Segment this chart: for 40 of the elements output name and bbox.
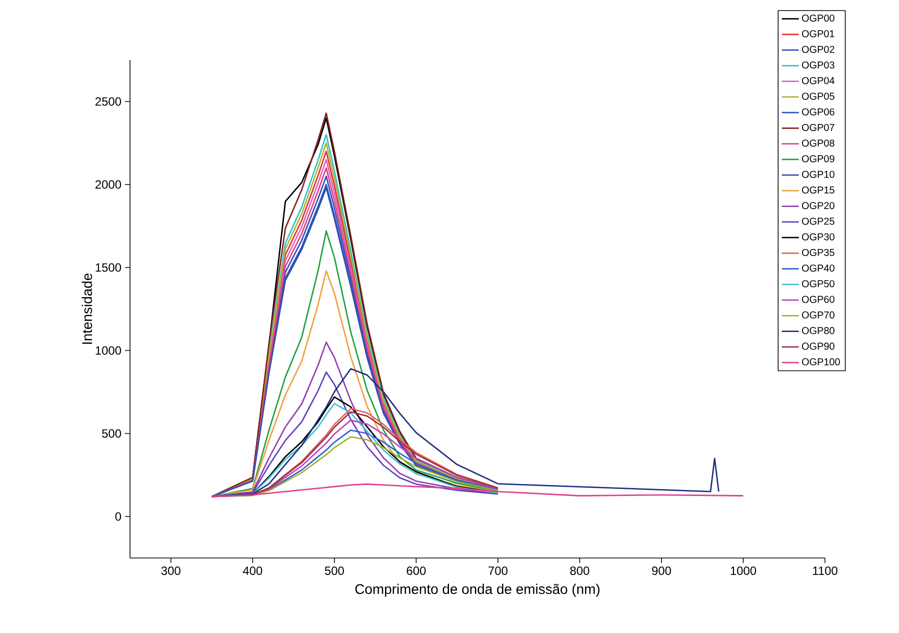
legend-label: OGP09: [802, 155, 834, 162]
legend-label: OGP80: [802, 327, 834, 334]
legend-label: OGP02: [802, 46, 834, 53]
x-tick-label: 1000: [730, 566, 756, 575]
legend-label: OGP01: [802, 30, 834, 38]
legend-label: OGP30: [802, 233, 834, 240]
legend-label: OGP00: [802, 14, 834, 22]
legend-label: OGP35: [802, 248, 834, 256]
legend-label: OGP50: [802, 280, 834, 288]
legend-label: OGP40: [802, 264, 834, 272]
x-tick-label: 800: [570, 566, 590, 575]
legend-label: OGP100: [802, 358, 840, 366]
x-tick-label: 500: [324, 566, 344, 575]
y-tick-label: 500: [102, 429, 122, 438]
legend-label: OGP90: [802, 342, 834, 350]
legend-label: OGP15: [802, 186, 834, 194]
legend-label: OGP60: [802, 296, 834, 303]
x-axis-title: Comprimento de onda de emissão (nm): [355, 584, 600, 597]
x-tick-label: 700: [488, 566, 508, 575]
legend-label: OGP07: [802, 124, 834, 131]
x-tick-label: 1100: [813, 566, 838, 575]
legend-label: OGP06: [802, 108, 834, 116]
legend-label: OGP20: [802, 202, 834, 210]
y-tick-label: 0: [115, 512, 122, 521]
x-tick-label: 300: [161, 566, 180, 575]
x-tick-label: 400: [242, 566, 262, 575]
legend-label: OGP05: [802, 92, 834, 100]
legend-label: OGP25: [802, 218, 834, 225]
y-axis-title: Intensidade: [82, 274, 92, 344]
y-tick-label: 1500: [96, 263, 122, 272]
x-tick-label: 900: [652, 566, 671, 575]
legend-label: OGP03: [802, 61, 834, 69]
y-tick-label: 1000: [96, 346, 122, 355]
legend-label: OGP10: [802, 170, 834, 178]
legend-label: OGP08: [802, 140, 834, 147]
x-tick-label: 600: [406, 566, 426, 575]
legend-label: OGP70: [802, 311, 834, 318]
y-tick-label: 2000: [95, 180, 122, 189]
y-tick-label: 2500: [95, 97, 122, 106]
legend-label: OGP04: [802, 77, 834, 84]
